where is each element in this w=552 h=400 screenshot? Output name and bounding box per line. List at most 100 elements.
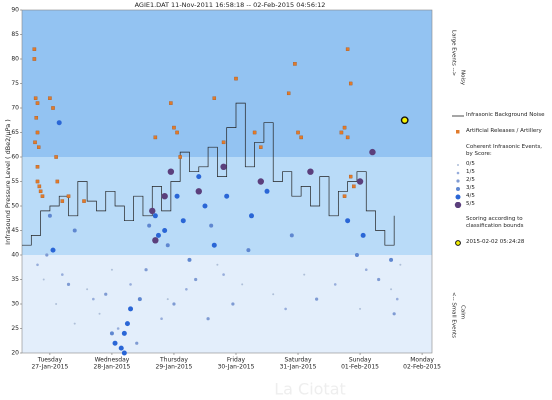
legend-swatch: [452, 115, 464, 117]
artillery-point: [36, 145, 41, 149]
event-point: [155, 232, 161, 238]
event-point: [360, 232, 366, 238]
event-point: [257, 178, 265, 185]
event-point: [222, 273, 225, 276]
artillery-point: [352, 184, 356, 189]
event-point: [216, 263, 219, 266]
x-tick-label: Wednesday: [95, 357, 130, 364]
legend-swatch: [456, 187, 460, 191]
event-point: [356, 178, 364, 185]
artillery-point: [38, 189, 43, 194]
event-point: [307, 168, 314, 175]
event-point: [61, 273, 64, 276]
artillery-point: [172, 125, 176, 130]
event-point: [128, 306, 134, 312]
event-point: [73, 322, 76, 325]
event-point: [249, 213, 255, 219]
event-point: [187, 257, 192, 262]
event-point: [135, 341, 139, 345]
event-point: [110, 268, 113, 271]
artillery-point: [221, 140, 226, 145]
x-tick-sublabel: 29-Jan-2015: [156, 364, 193, 371]
event-point: [289, 233, 294, 238]
artillery-point: [175, 130, 179, 135]
event-point: [55, 303, 58, 305]
event-point: [112, 340, 118, 346]
event-point: [66, 282, 71, 286]
x-tick-label: Friday: [227, 357, 246, 364]
legend-label: 3/5: [466, 185, 475, 191]
event-point: [98, 312, 101, 315]
artillery-point: [252, 130, 257, 135]
legend-item: 0/5: [457, 161, 550, 168]
y-tick-label: 85: [11, 31, 19, 38]
x-tick-sublabel: 27-Jan-2015: [31, 364, 68, 371]
event-point: [152, 213, 158, 219]
event-point: [345, 218, 351, 224]
artillery-point: [299, 135, 303, 140]
event-point: [392, 312, 396, 316]
event-point: [160, 317, 163, 321]
event-point: [333, 283, 337, 286]
artillery-point: [60, 199, 65, 203]
artillery-point: [286, 91, 291, 96]
y-tick-label: 50: [11, 203, 19, 210]
event-point: [36, 263, 39, 267]
event-point: [202, 203, 208, 209]
x-tick-sublabel: 02-Feb-2015: [403, 364, 441, 371]
artillery-point: [212, 96, 217, 100]
artillery-point: [37, 184, 42, 189]
legend-swatch: [456, 130, 460, 134]
legend-label: Artificial Releases / Artillery: [466, 128, 542, 134]
legend-swatch: [455, 240, 461, 246]
legend-label: Coherent Infrasonic Events, by Score:: [466, 144, 543, 157]
legend-label: 4/5: [466, 193, 475, 199]
event-point: [264, 188, 270, 194]
x-tick-label: Thursday: [159, 357, 188, 364]
y-tick-label: 70: [11, 105, 19, 112]
y-tick-label: 30: [11, 301, 19, 308]
plot-area: [21, 9, 433, 354]
artillery-point: [345, 47, 350, 51]
event-point: [195, 188, 202, 195]
artillery-point: [55, 179, 60, 184]
event-point: [246, 248, 251, 253]
legend-label: 0/5: [466, 161, 475, 167]
legend-label: 2/5: [466, 177, 475, 183]
event-point: [121, 330, 127, 336]
artillery-point: [153, 135, 158, 140]
artillery-point: [54, 155, 58, 159]
artillery-point: [35, 130, 40, 135]
artillery-point: [66, 194, 71, 198]
artillery-point: [33, 96, 38, 100]
event-point: [50, 247, 56, 253]
legend-swatch: [456, 171, 460, 175]
event-point: [92, 297, 95, 301]
artillery-point: [35, 165, 40, 169]
event-point: [118, 345, 124, 351]
event-point: [354, 253, 359, 257]
legend-label: 5/5: [466, 201, 475, 207]
artillery-point: [339, 130, 344, 135]
y-tick-label: 65: [11, 129, 19, 136]
event-point: [165, 243, 170, 248]
artillery-point: [348, 81, 353, 86]
event-point: [180, 218, 186, 224]
y-tick-label: 90: [11, 7, 19, 14]
legend-item: Infrasonic Background Noise: [452, 112, 550, 119]
right-label: Noisy: [460, 70, 466, 86]
y-tick-label: 75: [11, 80, 19, 87]
legend-swatch: [457, 164, 459, 166]
legend-label: 2015-02-02 05:24:28: [466, 239, 525, 245]
artillery-point: [234, 76, 238, 81]
artillery-point: [51, 106, 55, 110]
legend-label: Infrasonic Background Noise: [466, 112, 545, 118]
event-point: [129, 283, 132, 286]
y-tick-label: 20: [11, 350, 19, 357]
artillery-point: [33, 140, 37, 145]
y-tick-label: 40: [11, 252, 19, 259]
event-point: [389, 257, 394, 262]
y-tick-label: 25: [11, 325, 19, 332]
